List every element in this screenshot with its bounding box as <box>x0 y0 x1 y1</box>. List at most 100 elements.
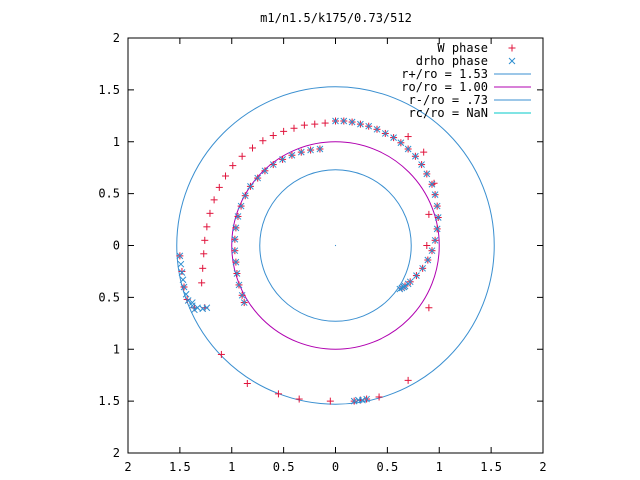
circle-1 <box>231 141 440 350</box>
drho-phase-point <box>359 396 366 404</box>
legend-label: r+/ro = 1.53 <box>401 67 488 81</box>
drho-phase-point <box>431 236 439 244</box>
drho-phase-point <box>177 260 185 268</box>
drho-phase-point <box>203 304 211 312</box>
drho-phase-point <box>288 151 296 159</box>
drho-phase-point <box>390 134 397 141</box>
drho-phase-point <box>231 247 239 255</box>
w-phase-point <box>326 397 334 405</box>
drho-phase-point <box>404 145 412 153</box>
drho-phase-point <box>431 191 439 199</box>
y-tick-label: 1.5 <box>98 394 120 408</box>
drho-phase-point <box>404 280 412 288</box>
drho-phase-point <box>428 247 436 255</box>
w-phase-point <box>222 172 230 180</box>
x-tick-label: 2 <box>539 460 546 474</box>
y-tick-label: 1.5 <box>98 83 120 97</box>
w-phase-point <box>295 395 303 403</box>
drho-phase-point <box>418 161 425 168</box>
drho-phase-point <box>363 395 370 403</box>
drho-phase-point <box>240 299 248 306</box>
legend-label: rc/ro = NaN <box>409 106 488 120</box>
x-tick-label: 1.5 <box>480 460 502 474</box>
drho-phase-point <box>254 174 262 182</box>
w-phase-point <box>200 250 208 258</box>
w-phase-point <box>269 132 277 140</box>
w-phase-point <box>404 376 412 384</box>
drho-phase-point <box>297 148 305 156</box>
drho-phase-point <box>413 272 420 279</box>
y-tick-label: 1 <box>113 135 120 149</box>
w-phase-point <box>425 210 433 218</box>
x-tick-label: 1 <box>436 460 443 474</box>
drho-phase-point <box>434 214 442 221</box>
w-phase-point <box>203 223 211 231</box>
x-tick-label: 0 <box>332 460 339 474</box>
w-phase-point <box>321 119 329 127</box>
drho-phase-point <box>307 146 314 154</box>
drho-phase-point <box>184 297 192 304</box>
w-phase-point <box>217 350 225 358</box>
drho-phase-point <box>400 283 408 291</box>
drho-phase-point <box>279 156 286 163</box>
drho-phase-point <box>357 120 364 128</box>
legend-marker-plus <box>508 44 516 52</box>
drho-phase-point <box>232 258 240 266</box>
w-phase-point <box>215 183 223 191</box>
y-tick-label: 2 <box>113 446 120 460</box>
drho-phase-point <box>348 118 356 126</box>
drho-phase-point <box>241 192 249 200</box>
circle-0.73 <box>259 169 412 322</box>
x-tick-label: 0.5 <box>377 460 399 474</box>
x-tick-label: 0.5 <box>273 460 295 474</box>
data-points <box>176 117 442 405</box>
x-tick-label: 1 <box>228 460 235 474</box>
w-phase-point <box>198 279 206 287</box>
w-phase-point <box>249 144 256 152</box>
w-phase-point <box>300 121 308 129</box>
y-tick-label: 0 <box>113 239 120 253</box>
drho-phase-point <box>373 125 381 133</box>
drho-phase-point <box>398 284 406 292</box>
w-phase-point <box>425 304 433 312</box>
w-phase-point <box>199 264 207 272</box>
drho-phase-point <box>396 285 404 293</box>
circle-1.53 <box>176 86 495 405</box>
drho-phase-point <box>423 170 431 178</box>
drho-phase-point <box>179 276 187 284</box>
drho-phase-point <box>316 145 324 153</box>
drho-phase-point <box>194 304 201 312</box>
axes: 2 1.5 1 0.5 0 0.5 1 1.5 221.510.500.511.52 <box>98 31 546 474</box>
drho-phase-point <box>191 306 198 314</box>
w-phase-point <box>210 196 218 204</box>
drho-phase-point <box>261 167 269 175</box>
y-tick-label: 2 <box>113 31 120 45</box>
legend-label: ro/ro = 1.00 <box>401 80 488 94</box>
drho-phase-point <box>381 130 389 137</box>
y-tick-label: 1 <box>113 342 120 356</box>
drho-phase-point <box>188 302 196 310</box>
w-phase-point <box>430 179 438 187</box>
drho-phase-point <box>234 213 242 220</box>
drho-phase-point <box>332 117 339 125</box>
w-phase-point <box>229 162 237 170</box>
w-phase-point <box>420 148 428 156</box>
w-phase-point <box>375 393 383 401</box>
drho-phase-point <box>238 291 246 299</box>
w-phase-point <box>290 124 298 132</box>
drho-phase-point <box>199 305 207 313</box>
drho-phase-point <box>340 117 348 125</box>
drho-phase-point <box>428 180 436 188</box>
drho-phase-point <box>180 283 188 291</box>
legend-label: drho phase <box>416 54 488 68</box>
w-phase-point <box>404 133 412 141</box>
x-tick-label: 2 <box>124 460 131 474</box>
y-tick-label: 0.5 <box>98 290 120 304</box>
w-phase-point <box>238 152 246 160</box>
reference-circles <box>176 86 495 405</box>
drho-phase-point <box>182 290 190 298</box>
legend-label: W phase <box>437 41 488 55</box>
drho-phase-point <box>269 161 277 168</box>
drho-phase-point <box>237 202 245 210</box>
